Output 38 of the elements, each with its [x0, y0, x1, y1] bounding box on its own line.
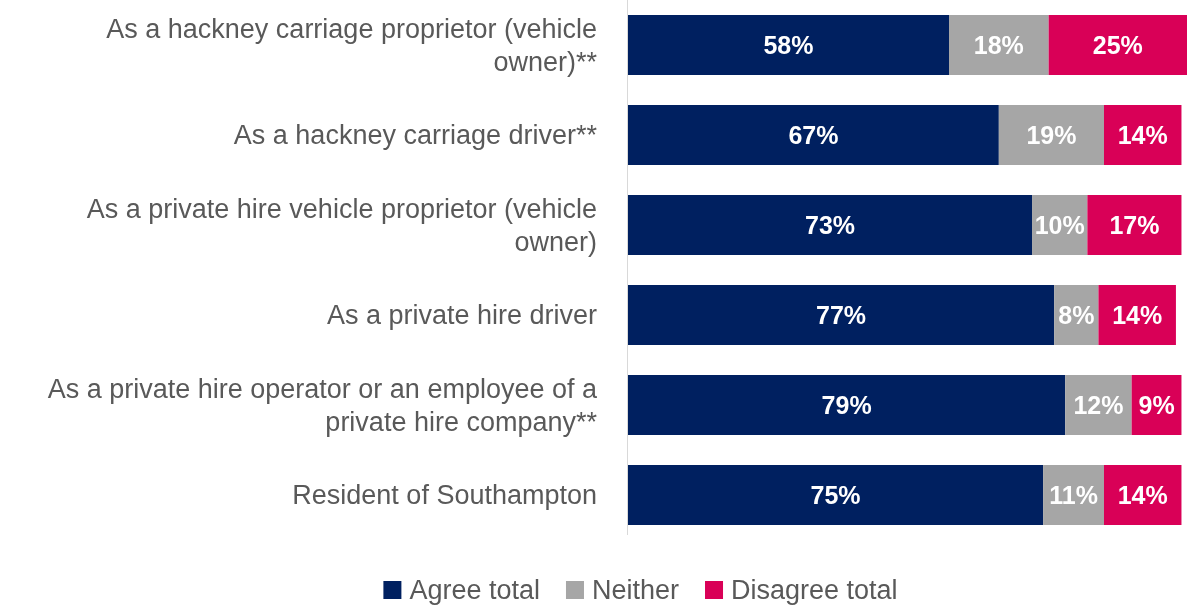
data-label: 79%	[821, 390, 872, 419]
data-label: 77%	[816, 300, 867, 329]
data-label: 67%	[788, 120, 839, 149]
legend-label: Disagree total	[731, 575, 898, 606]
data-label: 9%	[1138, 390, 1175, 419]
data-label: 12%	[1073, 390, 1124, 419]
bar	[949, 15, 1049, 75]
bar	[628, 195, 1033, 255]
data-label: 73%	[804, 210, 856, 239]
bar	[998, 105, 1104, 165]
y-tick-label: As a hackney carriage driver**	[233, 120, 598, 151]
data-label: 14%	[1112, 300, 1163, 329]
data-label: 14%	[1117, 120, 1168, 149]
bar	[628, 15, 950, 75]
data-label: 10%	[1034, 210, 1085, 239]
y-tick-label: Resident of Southampton	[292, 480, 597, 511]
data-label: 75%	[810, 480, 861, 509]
y-tick-label: As a private hire operator or an employee of a private hire company**	[47, 373, 598, 437]
y-tick-label: As a private hire driver	[326, 300, 597, 331]
data-label: 19%	[1026, 120, 1077, 149]
legend-label: Agree total	[409, 575, 540, 606]
data-label: 18%	[973, 30, 1024, 59]
bar	[628, 285, 1055, 345]
bar	[1098, 285, 1176, 345]
bar	[628, 465, 1044, 525]
y-tick-label: As a private hire vehicle proprietor (vehicle owner)	[86, 193, 597, 257]
data-label: 11%	[1049, 480, 1098, 509]
bar	[1048, 15, 1187, 75]
data-label: 58%	[763, 30, 814, 59]
data-label: 17%	[1109, 210, 1160, 239]
bar	[628, 105, 999, 165]
data-label: 8%	[1058, 300, 1095, 329]
data-label: 14%	[1117, 480, 1168, 509]
y-tick-label: As a hackney carriage proprietor (vehicle owner)**	[106, 13, 598, 77]
legend-label: Neither	[591, 575, 680, 606]
bar	[628, 375, 1066, 435]
data-label: 25%	[1092, 30, 1143, 59]
bar	[1087, 195, 1182, 255]
